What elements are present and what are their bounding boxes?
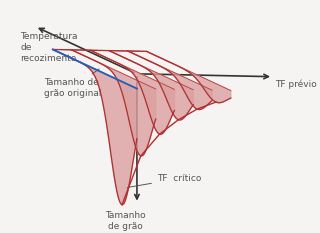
Polygon shape [71,50,156,156]
Polygon shape [90,50,109,51]
Text: TF  crítico: TF crítico [127,174,201,188]
Polygon shape [90,50,174,134]
Text: Tamanho de
grão original: Tamanho de grão original [44,69,101,98]
Polygon shape [53,49,137,205]
Text: Tamanho
de grão: Tamanho de grão [106,211,146,231]
Text: TF prévio: TF prévio [275,79,316,89]
Polygon shape [109,51,193,120]
Text: Temperatura
de
recozimento: Temperatura de recozimento [20,32,78,63]
Polygon shape [53,49,71,50]
Polygon shape [128,51,212,110]
Polygon shape [147,51,231,103]
